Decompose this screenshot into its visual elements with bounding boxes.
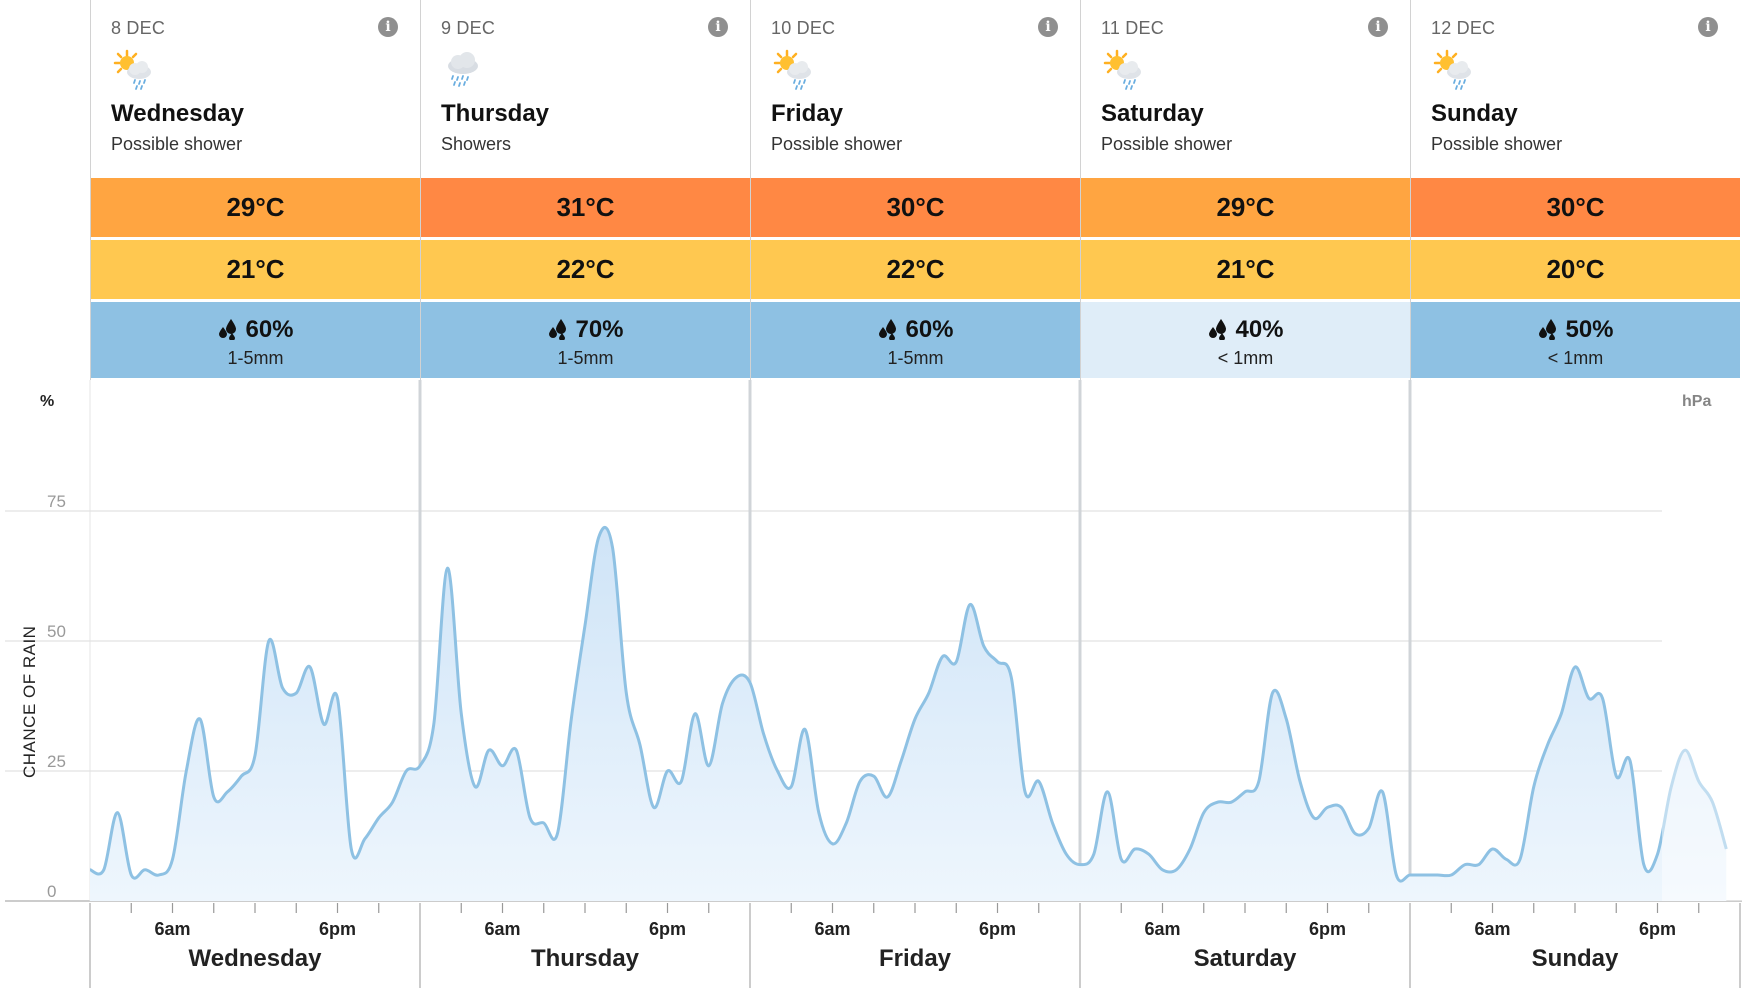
rain-chance-chart: 0 25 50 75% hPa CHANCE OF RAIN 6am 6pm Wednesday… (5, 380, 1742, 988)
rain-chance: 70% (421, 316, 750, 344)
day-header: 11 DEC i Saturday Possible shower (1081, 0, 1410, 176)
day-summary: Possible shower (1101, 134, 1233, 154)
sun-cloud-shower-icon (1101, 48, 1151, 92)
x-tick-label: 6pm (979, 919, 1016, 939)
day-summary: Possible shower (1431, 134, 1563, 154)
sun-cloud-shower-icon (771, 48, 821, 92)
x-tick-label: 6am (484, 919, 520, 939)
y-tick-label: 75 (47, 492, 66, 511)
day-column-thursday: 9 DEC i Thursday Showers 31°C 22°C 70% 1-5mm (420, 0, 750, 380)
day-date: 12 DEC (1431, 18, 1496, 38)
info-icon[interactable]: i (1038, 17, 1058, 37)
rain-amount: 1-5mm (887, 348, 944, 368)
max-temp: 31°C (421, 178, 750, 237)
rain-chance-value: 70% (575, 316, 624, 343)
day-date: 11 DEC (1101, 18, 1164, 38)
min-temp: 21°C (1081, 240, 1410, 299)
day-name: Thursday (441, 100, 550, 127)
rain-chance: 60% (91, 316, 420, 344)
rain-box: 50% < 1mm (1411, 302, 1740, 378)
info-icon[interactable]: i (378, 17, 398, 37)
day-date: 8 DEC (111, 18, 166, 38)
rain-chance-line (89, 526, 1728, 883)
x-tick-label: 6am (814, 919, 850, 939)
rain-amount: 1-5mm (557, 348, 614, 368)
x-day-label: Sunday (1532, 945, 1619, 972)
rain-amount: < 1mm (1547, 348, 1604, 368)
rain-amount: < 1mm (1217, 348, 1274, 368)
day-header: 8 DEC i Wednesday Possible shower (91, 0, 420, 176)
info-icon[interactable]: i (708, 17, 728, 37)
rain-chance: 40% (1081, 316, 1410, 344)
day-name: Saturday (1101, 100, 1204, 127)
rain-chance-value: 60% (905, 316, 954, 343)
day-column-saturday: 11 DEC i Saturday Possible shower 29°C 21°C 40… (1080, 0, 1410, 380)
plot-fade (1662, 380, 1742, 901)
day-column-friday: 10 DEC i Friday Possible shower 30°C 22°C 60% 1… (750, 0, 1080, 380)
rain-drops-icon (547, 316, 575, 343)
rain-chance-value: 60% (245, 316, 294, 343)
min-temp: 20°C (1411, 240, 1740, 299)
min-temp: 21°C (91, 240, 420, 299)
day-date: 9 DEC (441, 18, 496, 38)
rain-chance: 60% (751, 316, 1080, 344)
rain-chance-value: 50% (1565, 316, 1614, 343)
info-icon[interactable]: i (1368, 17, 1388, 37)
day-header: 9 DEC i Thursday Showers (421, 0, 750, 176)
x-tick-label: 6am (1144, 919, 1180, 939)
day-header: 10 DEC i Friday Possible shower (751, 0, 1080, 176)
y-tick-label: 0 (47, 882, 56, 901)
info-icon[interactable]: i (1698, 17, 1718, 37)
rain-box: 40% < 1mm (1081, 302, 1410, 378)
max-temp: 30°C (751, 178, 1080, 237)
x-tick-label: 6pm (649, 919, 686, 939)
day-header: 12 DEC i Sunday Possible shower (1411, 0, 1740, 176)
rain-chance-area (90, 527, 1727, 901)
rain-chance-value: 40% (1235, 316, 1284, 343)
day-summary: Possible shower (771, 134, 903, 154)
sun-cloud-shower-icon (111, 48, 161, 92)
x-day-label: Wednesday (189, 945, 323, 972)
y-unit-left: % (40, 393, 54, 410)
min-temp: 22°C (421, 240, 750, 299)
x-day-label: Saturday (1194, 945, 1297, 972)
rain-chance: 50% (1411, 316, 1740, 344)
x-day-label: Thursday (531, 945, 640, 972)
rain-box: 60% 1-5mm (91, 302, 420, 378)
day-name: Wednesday (111, 100, 244, 127)
y-axis-label: CHANCE OF RAIN (20, 626, 39, 778)
rain-box: 70% 1-5mm (421, 302, 750, 378)
y-unit-right: hPa (1682, 393, 1711, 410)
x-tick-label: 6am (1474, 919, 1510, 939)
cloud-rain-icon (441, 48, 491, 92)
day-column-wednesday: 8 DEC i Wednesday Possible shower 29°C 21°C 60… (90, 0, 420, 380)
min-temp: 22°C (751, 240, 1080, 299)
rain-amount: 1-5mm (227, 348, 284, 368)
sun-cloud-shower-icon (1431, 48, 1481, 92)
day-summary: Possible shower (111, 134, 243, 154)
rain-drops-icon (1537, 316, 1565, 343)
rain-drops-icon (217, 316, 245, 343)
daily-forecast-panel: 8 DEC i Wednesday Possible shower 29°C 21°C 60… (90, 0, 1742, 380)
max-temp: 29°C (91, 178, 420, 237)
y-tick-label: 50 (47, 622, 66, 641)
max-temp: 30°C (1411, 178, 1740, 237)
day-name: Friday (771, 100, 844, 127)
rain-drops-icon (877, 316, 905, 343)
x-tick-label: 6pm (1639, 919, 1676, 939)
day-date: 10 DEC (771, 18, 836, 38)
y-tick-label: 25 (47, 752, 66, 771)
rain-drops-icon (1207, 316, 1235, 343)
x-day-label: Friday (879, 945, 952, 972)
day-name: Sunday (1431, 100, 1518, 127)
day-column-sunday: 12 DEC i Sunday Possible shower 30°C 20°C 50% <… (1410, 0, 1740, 380)
day-summary: Showers (441, 134, 512, 154)
max-temp: 29°C (1081, 178, 1410, 237)
x-tick-label: 6am (154, 919, 190, 939)
x-tick-label: 6pm (319, 919, 356, 939)
rain-box: 60% 1-5mm (751, 302, 1080, 378)
x-tick-label: 6pm (1309, 919, 1346, 939)
